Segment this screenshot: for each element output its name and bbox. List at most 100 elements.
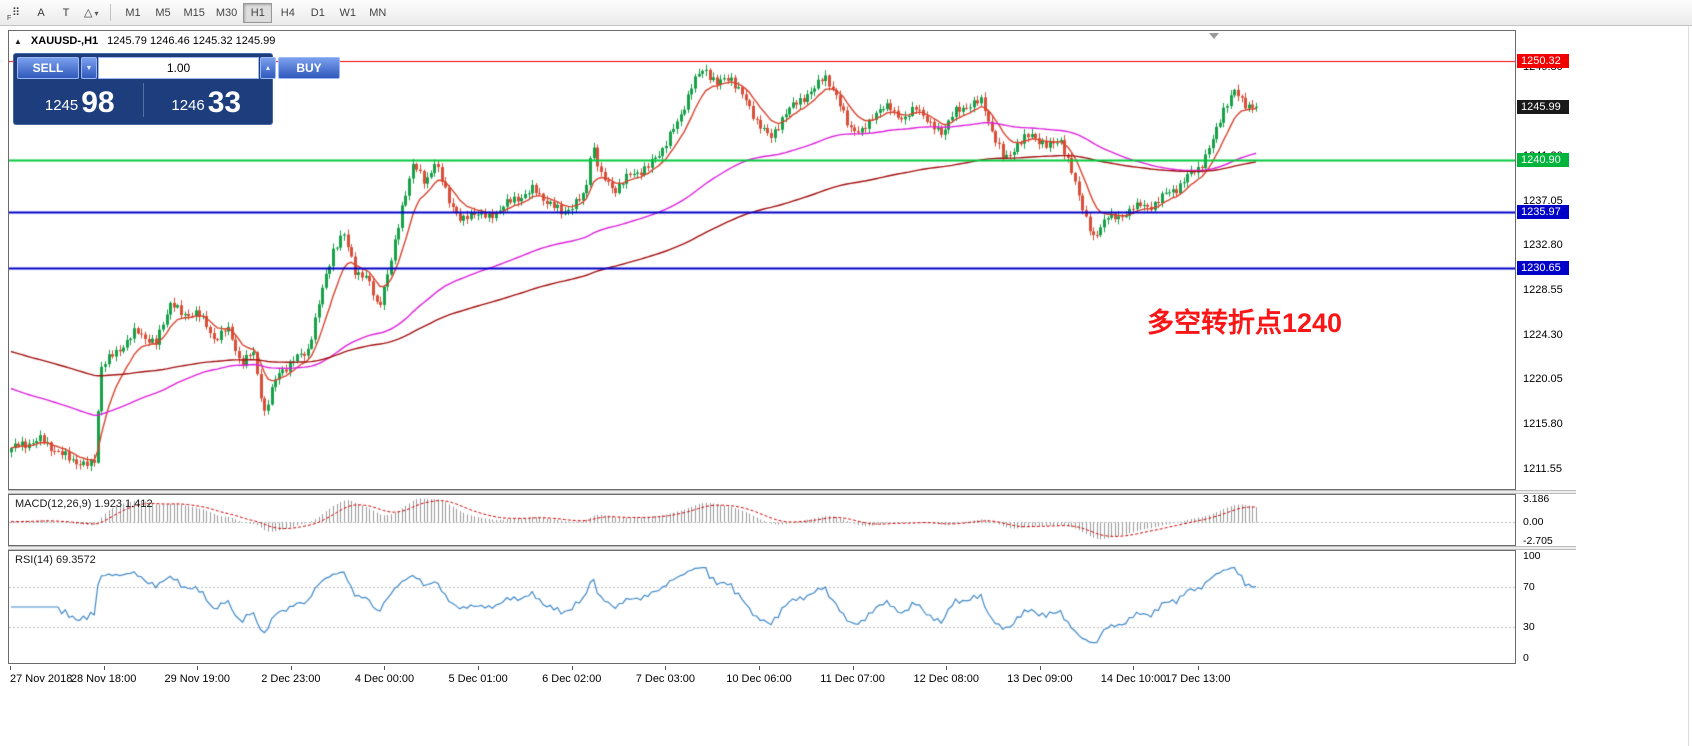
- time-label: 27 Nov 2018: [10, 673, 73, 685]
- chart-title-row: ▲ XAUUSD-,H1 1245.79 1246.46 1245.32 124…: [14, 35, 275, 47]
- shapes-tool-icon[interactable]: △ ▾: [79, 3, 103, 23]
- macd-chart[interactable]: [9, 495, 1515, 545]
- quote-divider: [142, 83, 144, 117]
- price-scale[interactable]: 1249.801245.551241.301237.051232.801228.…: [1516, 30, 1586, 692]
- rsi-scale-label: 100: [1523, 550, 1541, 562]
- collapse-trade-panel-icon[interactable]: ▲: [14, 36, 22, 46]
- text-tool-icon[interactable]: T: [54, 3, 78, 23]
- toolbar: ⠿ F A T △ ▾ M1 M5 M15 M30 H1 H4 D1 W1 MN: [0, 0, 1692, 26]
- buy-price-pips: 33: [207, 86, 242, 119]
- time-tick: [103, 666, 105, 670]
- sell-button[interactable]: SELL: [17, 57, 79, 79]
- time-label: 13 Dec 09:00: [1007, 673, 1073, 685]
- price-tick: 1215.80: [1523, 417, 1563, 430]
- chart-shift-marker[interactable]: [1209, 33, 1219, 39]
- price-badge: 1250.32: [1517, 54, 1569, 69]
- macd-label: MACD(12,26,9) 1.923 1.412: [15, 498, 153, 510]
- time-label: 14 Dec 10:00: [1100, 673, 1167, 685]
- grid-glyph: ⠿: [11, 7, 21, 19]
- timeframe-m15-button[interactable]: M15: [178, 3, 209, 23]
- time-label: 6 Dec 02:00: [542, 673, 602, 685]
- time-tick: [290, 666, 292, 670]
- time-label: 28 Nov 18:00: [70, 673, 137, 685]
- timeframe-m30-button[interactable]: M30: [211, 3, 242, 23]
- volume-decrease-button[interactable]: ▼: [81, 57, 97, 79]
- rsi-scale-label: 0: [1523, 652, 1529, 664]
- time-tick: [852, 666, 854, 670]
- time-tick: [1197, 666, 1199, 670]
- macd-scale-label: 0.00: [1523, 515, 1544, 528]
- grid-sub-label: F: [7, 14, 12, 22]
- rsi-panel: RSI(14) 69.3572: [8, 550, 1516, 664]
- sell-quote[interactable]: 1245 98: [17, 79, 143, 121]
- price-badge: 1245.99: [1517, 99, 1569, 114]
- price-badge: 1230.65: [1517, 260, 1569, 275]
- price-badge: 1235.97: [1517, 204, 1569, 219]
- arrow-tool-icon[interactable]: A: [29, 3, 53, 23]
- sell-price-main: 1245: [44, 97, 79, 114]
- time-label: 29 Nov 19:00: [164, 673, 230, 685]
- buy-price-main: 1246: [171, 97, 205, 114]
- time-tick: [946, 666, 948, 670]
- trade-controls-row: SELL ▼ ▲ BUY: [17, 57, 340, 79]
- rsi-scale-label: 30: [1523, 621, 1535, 634]
- shape-glyph: △: [84, 7, 93, 19]
- rsi-scale-label: 70: [1523, 580, 1535, 593]
- chart-annotation: 多空转折点1240: [1147, 308, 1343, 338]
- toolbar-separator: [110, 4, 112, 21]
- time-tick: [10, 666, 11, 670]
- time-tick: [478, 666, 480, 670]
- time-axis[interactable]: 27 Nov 2018 28 Nov 18:00 29 Nov 19:00 2 Dec…: [8, 666, 1576, 692]
- rsi-label: RSI(14) 69.3572: [15, 554, 96, 566]
- macd-scale-label: 3.186: [1523, 493, 1550, 505]
- rsi-chart[interactable]: [9, 551, 1515, 663]
- time-tick: [758, 666, 760, 670]
- time-label: 17 Dec 13:00: [1165, 673, 1231, 685]
- price-tick: 1220.05: [1523, 373, 1563, 386]
- time-label: 7 Dec 03:00: [635, 673, 696, 685]
- timeframe-w1-button[interactable]: W1: [333, 3, 362, 23]
- sell-price-pips: 98: [81, 86, 115, 119]
- panel-splitter[interactable]: [8, 490, 1576, 494]
- macd-panel: MACD(12,26,9) 1.923 1.412: [8, 494, 1516, 546]
- buy-quote[interactable]: 1246 33: [144, 79, 270, 121]
- time-label: 12 Dec 08:00: [913, 673, 979, 685]
- timeframe-m5-button[interactable]: M5: [148, 3, 177, 23]
- one-click-trading-panel: SELL ▼ ▲ BUY 1245 98 1246 33: [13, 53, 340, 125]
- price-tick: 1211.55: [1523, 462, 1562, 475]
- chevron-down-icon: ▾: [94, 9, 99, 18]
- time-tick: [197, 666, 199, 670]
- time-tick: [384, 666, 386, 670]
- price-tick: 1224.30: [1523, 328, 1563, 341]
- time-tick: [1039, 666, 1041, 670]
- timeframe-mn-button[interactable]: MN: [363, 3, 392, 23]
- timeframe-m1-button[interactable]: M1: [118, 3, 147, 23]
- time-tick: [1133, 666, 1135, 670]
- snap-grid-tool-icon[interactable]: ⠿ F: [4, 3, 28, 23]
- buy-button[interactable]: BUY: [278, 57, 340, 79]
- panel-splitter[interactable]: [8, 546, 1576, 550]
- price-badge: 1240.90: [1517, 153, 1569, 168]
- time-tick: [665, 666, 667, 670]
- macd-scale-label: -2.705: [1523, 535, 1553, 547]
- timeframe-h1-button[interactable]: H1: [243, 2, 273, 23]
- volume-control: ▼ ▲: [81, 57, 276, 79]
- volume-increase-button[interactable]: ▲: [260, 57, 276, 79]
- time-label: 10 Dec 06:00: [726, 673, 792, 685]
- price-tick: 1237.05: [1523, 194, 1563, 207]
- time-label: 2 Dec 23:00: [261, 673, 321, 685]
- quote-display: 1245 98 1246 33: [17, 79, 269, 121]
- main-chart-panel: ▲ XAUUSD-,H1 1245.79 1246.46 1245.32 124…: [8, 30, 1516, 490]
- time-label: 11 Dec 07:00: [820, 673, 885, 685]
- time-tick: [571, 666, 573, 670]
- price-tick: 1232.80: [1523, 239, 1563, 252]
- timeframe-d1-button[interactable]: D1: [303, 3, 332, 23]
- volume-input[interactable]: [98, 57, 259, 79]
- price-tick: 1228.55: [1523, 283, 1563, 296]
- window-edge: [1688, 26, 1689, 746]
- time-label: 5 Dec 01:00: [448, 673, 508, 685]
- timeframe-h4-button[interactable]: H4: [273, 3, 302, 23]
- chart-ohlc-values: 1245.79 1246.46 1245.32 1245.99: [107, 35, 276, 47]
- time-label: 4 Dec 00:00: [354, 673, 415, 685]
- chart-symbol-period: XAUUSD-,H1: [30, 35, 99, 47]
